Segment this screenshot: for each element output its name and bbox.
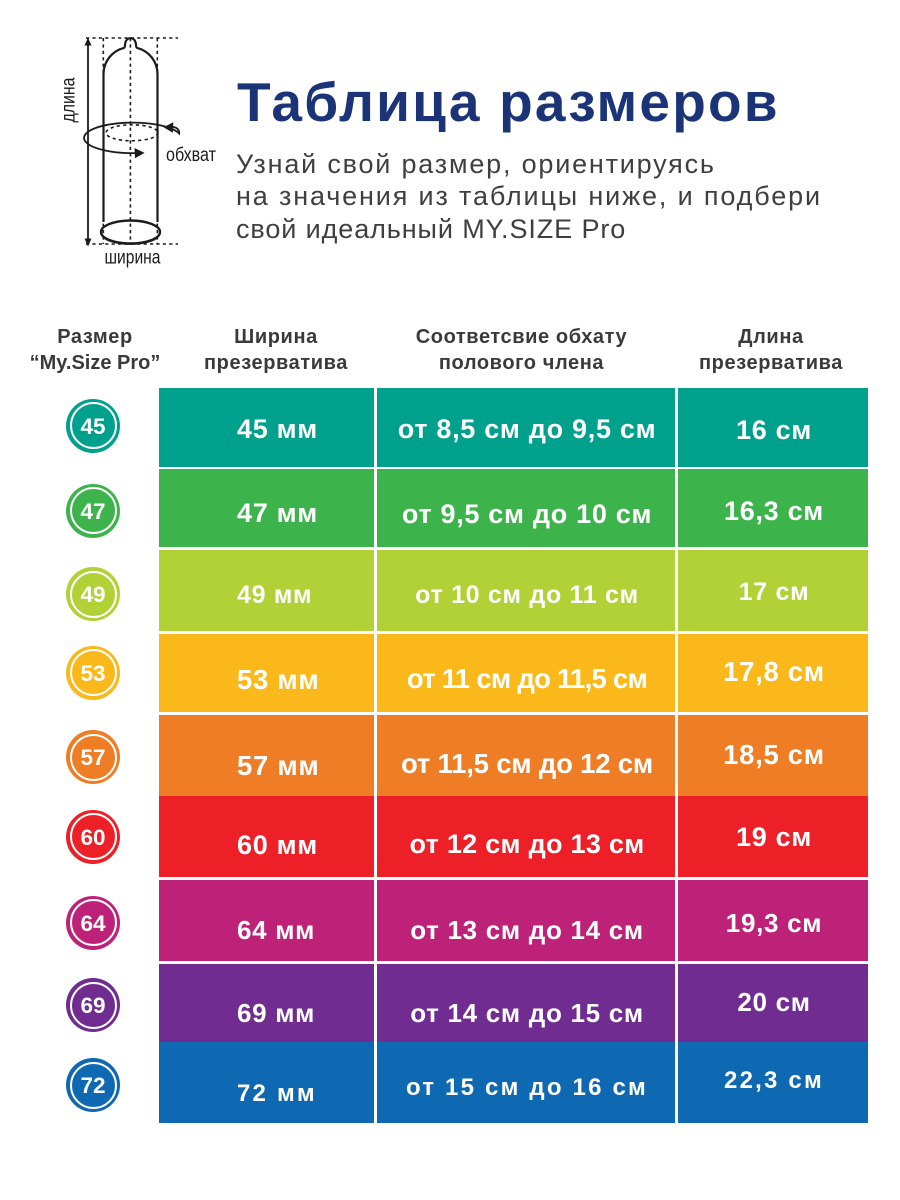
svg-text:длина: длина [59, 77, 80, 122]
svg-text:ширина: ширина [105, 248, 161, 269]
svg-text:обхват: обхват [166, 145, 216, 166]
